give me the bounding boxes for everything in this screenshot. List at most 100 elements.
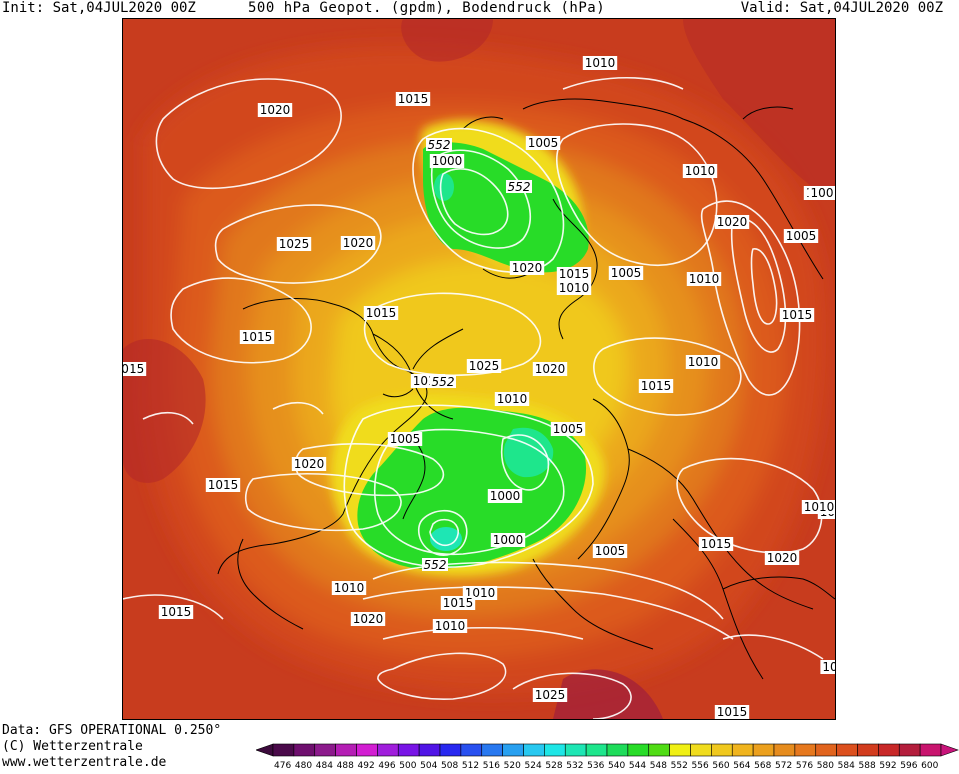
svg-text:1010: 1010 (497, 392, 528, 406)
scale-swatch (919, 743, 942, 757)
scale-swatch (606, 743, 629, 757)
svg-text:1010: 1010 (688, 355, 719, 369)
copyright-label: (C) Wetterzentrale (2, 739, 143, 754)
isobar-label: 1005 (783, 229, 819, 243)
svg-text:1005: 1005 (595, 544, 626, 558)
scale-tick-label: 512 (462, 761, 479, 770)
scale-tick-label: 504 (420, 761, 437, 770)
scale-tick-label: 528 (545, 761, 562, 770)
svg-text:1015: 1015 (717, 705, 748, 719)
scale-min-arrow (255, 743, 274, 757)
isobar-label: 1005 (525, 136, 561, 150)
isobars (123, 76, 824, 719)
website-link[interactable]: www.wetterzentrale.de (2, 755, 167, 770)
svg-text:1025: 1025 (279, 237, 310, 251)
scale-tick-label: 552 (671, 761, 688, 770)
isobar-label: 1020 (340, 236, 376, 250)
svg-text:1005: 1005 (786, 229, 817, 243)
svg-text:1020: 1020 (512, 261, 543, 275)
scale-max-arrow (940, 743, 959, 757)
isobar-label: 1020 (291, 457, 327, 471)
scale-tick-label: 584 (838, 761, 855, 770)
scale-swatch (460, 743, 483, 757)
isobar-label: 1010 (556, 281, 592, 295)
scale-swatch (377, 743, 399, 757)
scale-tick-label: 480 (295, 761, 312, 770)
svg-text:1020: 1020 (717, 215, 748, 229)
isobar-label: 1010 (685, 355, 721, 369)
scale-tick-label: 572 (775, 761, 792, 770)
svg-text:10: 10 (822, 660, 835, 674)
svg-text:1020: 1020 (767, 551, 798, 565)
isobar-label: 1025 (532, 688, 568, 702)
svg-text:1005: 1005 (553, 422, 584, 436)
isobar-label: 1015 (440, 596, 476, 610)
scale-tick-label: 596 (900, 761, 917, 770)
svg-text:1000: 1000 (493, 533, 524, 547)
scale-tick-label: 556 (692, 761, 709, 770)
scale-swatch (564, 743, 587, 757)
svg-text:1015: 1015 (208, 478, 239, 492)
isobar-label: 1015 (638, 379, 674, 393)
svg-text:552: 552 (424, 558, 447, 572)
scale-swatch (690, 743, 712, 757)
scale-swatch (773, 743, 796, 757)
edge-isobar-label: 100 (808, 186, 835, 200)
svg-text:1010: 1010 (334, 581, 365, 595)
scale-tick-label: 500 (399, 761, 416, 770)
geopotential-contour-label: 552 (422, 558, 448, 572)
svg-text:1025: 1025 (469, 359, 500, 373)
scale-swatch (272, 743, 295, 757)
scale-tick-label: 492 (358, 761, 375, 770)
svg-text:1000: 1000 (432, 154, 463, 168)
svg-text:1020: 1020 (535, 362, 566, 376)
geopotential-contour-label: 552 (426, 138, 452, 152)
scale-swatch (418, 743, 441, 757)
valid-time-label: Valid: Sat,04JUL2020 00Z (740, 0, 943, 16)
scale-tick-label: 580 (817, 761, 834, 770)
scale-swatch (794, 743, 817, 757)
svg-text:1005: 1005 (390, 432, 421, 446)
svg-text:1010: 1010 (585, 56, 616, 70)
scale-tick-label: 520 (504, 761, 521, 770)
isobar-label: 1000 (490, 533, 526, 547)
scale-tick-label: 600 (921, 761, 938, 770)
isobar-label: 1005 (608, 266, 644, 280)
svg-text:1010: 1010 (685, 164, 716, 178)
svg-text:1025: 1025 (535, 688, 566, 702)
svg-text:1015: 1015 (161, 605, 192, 619)
color-scale-legend: 476 480 484 488 492 496 500 504 508 512 516 520 524 5… (255, 739, 959, 771)
init-time-label: Init: Sat,04JUL2020 00Z (2, 0, 196, 16)
isobar-label: 1020 (764, 551, 800, 565)
isobar-label: 1005 (592, 544, 628, 558)
isobar-label: 1005 (550, 422, 586, 436)
svg-text:1000: 1000 (490, 489, 521, 503)
scale-swatch (857, 743, 879, 757)
svg-text:552: 552 (428, 138, 451, 152)
svg-text:1010: 1010 (559, 281, 590, 295)
svg-text:1015: 1015 (782, 308, 813, 322)
isobar-label: 1020 (714, 215, 750, 229)
svg-text:1010: 1010 (689, 272, 720, 286)
color-scale-svg: 476 480 484 488 492 496 500 504 508 512 516 520 524 5… (255, 743, 959, 771)
scale-tick-label: 588 (859, 761, 876, 770)
scale-tick-label: 536 (587, 761, 604, 770)
isobar-label: 1015 (239, 330, 275, 344)
svg-text:1010: 1010 (435, 619, 466, 633)
svg-text:100: 100 (811, 186, 834, 200)
scale-swatch (439, 743, 462, 757)
scale-tick-label: 508 (441, 761, 458, 770)
svg-text:552: 552 (432, 375, 455, 389)
svg-text:1010: 1010 (804, 500, 835, 514)
isobar-label: 1015 (556, 267, 592, 281)
scale-swatch (752, 743, 775, 757)
isobar-label: 1020 (532, 362, 568, 376)
isobar-label: 1010 (494, 392, 530, 406)
scale-tick-label: 576 (796, 761, 813, 770)
svg-text:1015: 1015 (366, 306, 397, 320)
svg-text:0: 0 (123, 362, 129, 376)
scale-swatch (585, 743, 608, 757)
svg-text:1015: 1015 (242, 330, 273, 344)
